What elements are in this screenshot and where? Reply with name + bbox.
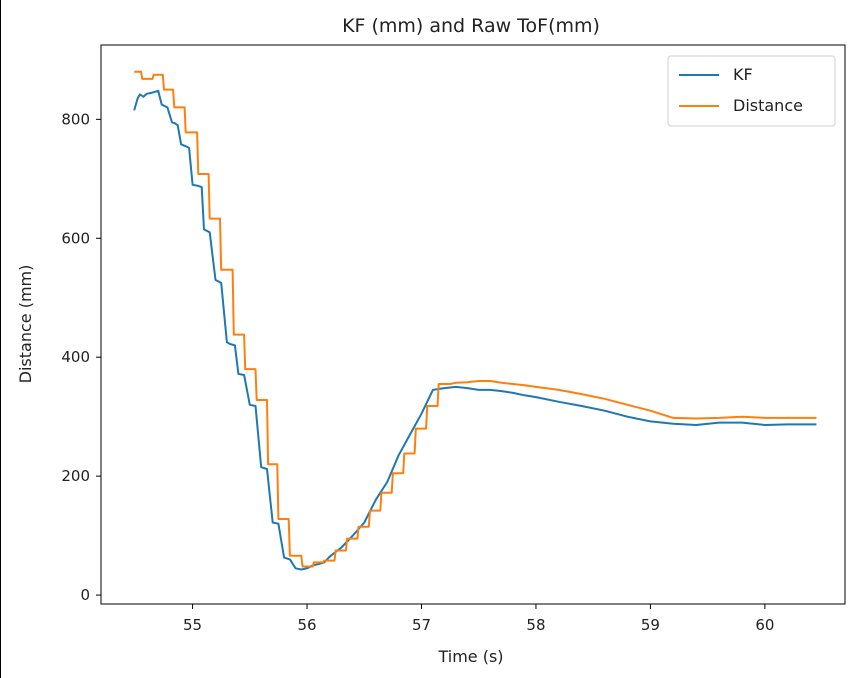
series-line-kf — [133, 89, 817, 571]
x-tick-label: 59 — [641, 616, 660, 634]
y-tick-label: 400 — [61, 348, 90, 366]
y-tick-label: 600 — [61, 229, 90, 247]
plot-area-frame — [100, 44, 846, 605]
x-tick-label: 57 — [412, 616, 431, 634]
x-tick-label: 60 — [755, 616, 774, 634]
chart-title: KF (mm) and Raw ToF(mm) — [342, 15, 600, 37]
legend-label-distance: Distance — [733, 96, 803, 115]
x-axis-label: Time (s) — [437, 647, 503, 666]
legend-label-kf: KF — [733, 65, 753, 84]
series-line-distance — [134, 70, 817, 568]
y-tick-label: 800 — [61, 110, 90, 128]
legend-box — [667, 55, 836, 127]
x-tick-label: 55 — [183, 616, 202, 634]
y-tick-label: 0 — [80, 586, 90, 604]
y-tick-label: 200 — [61, 467, 90, 485]
x-tick-label: 56 — [297, 616, 316, 634]
chart-legend: KF Distance — [667, 55, 836, 127]
x-tick-label: 58 — [526, 616, 545, 634]
window-edge — [0, 0, 1, 678]
y-axis-label: Distance (mm) — [16, 265, 35, 384]
